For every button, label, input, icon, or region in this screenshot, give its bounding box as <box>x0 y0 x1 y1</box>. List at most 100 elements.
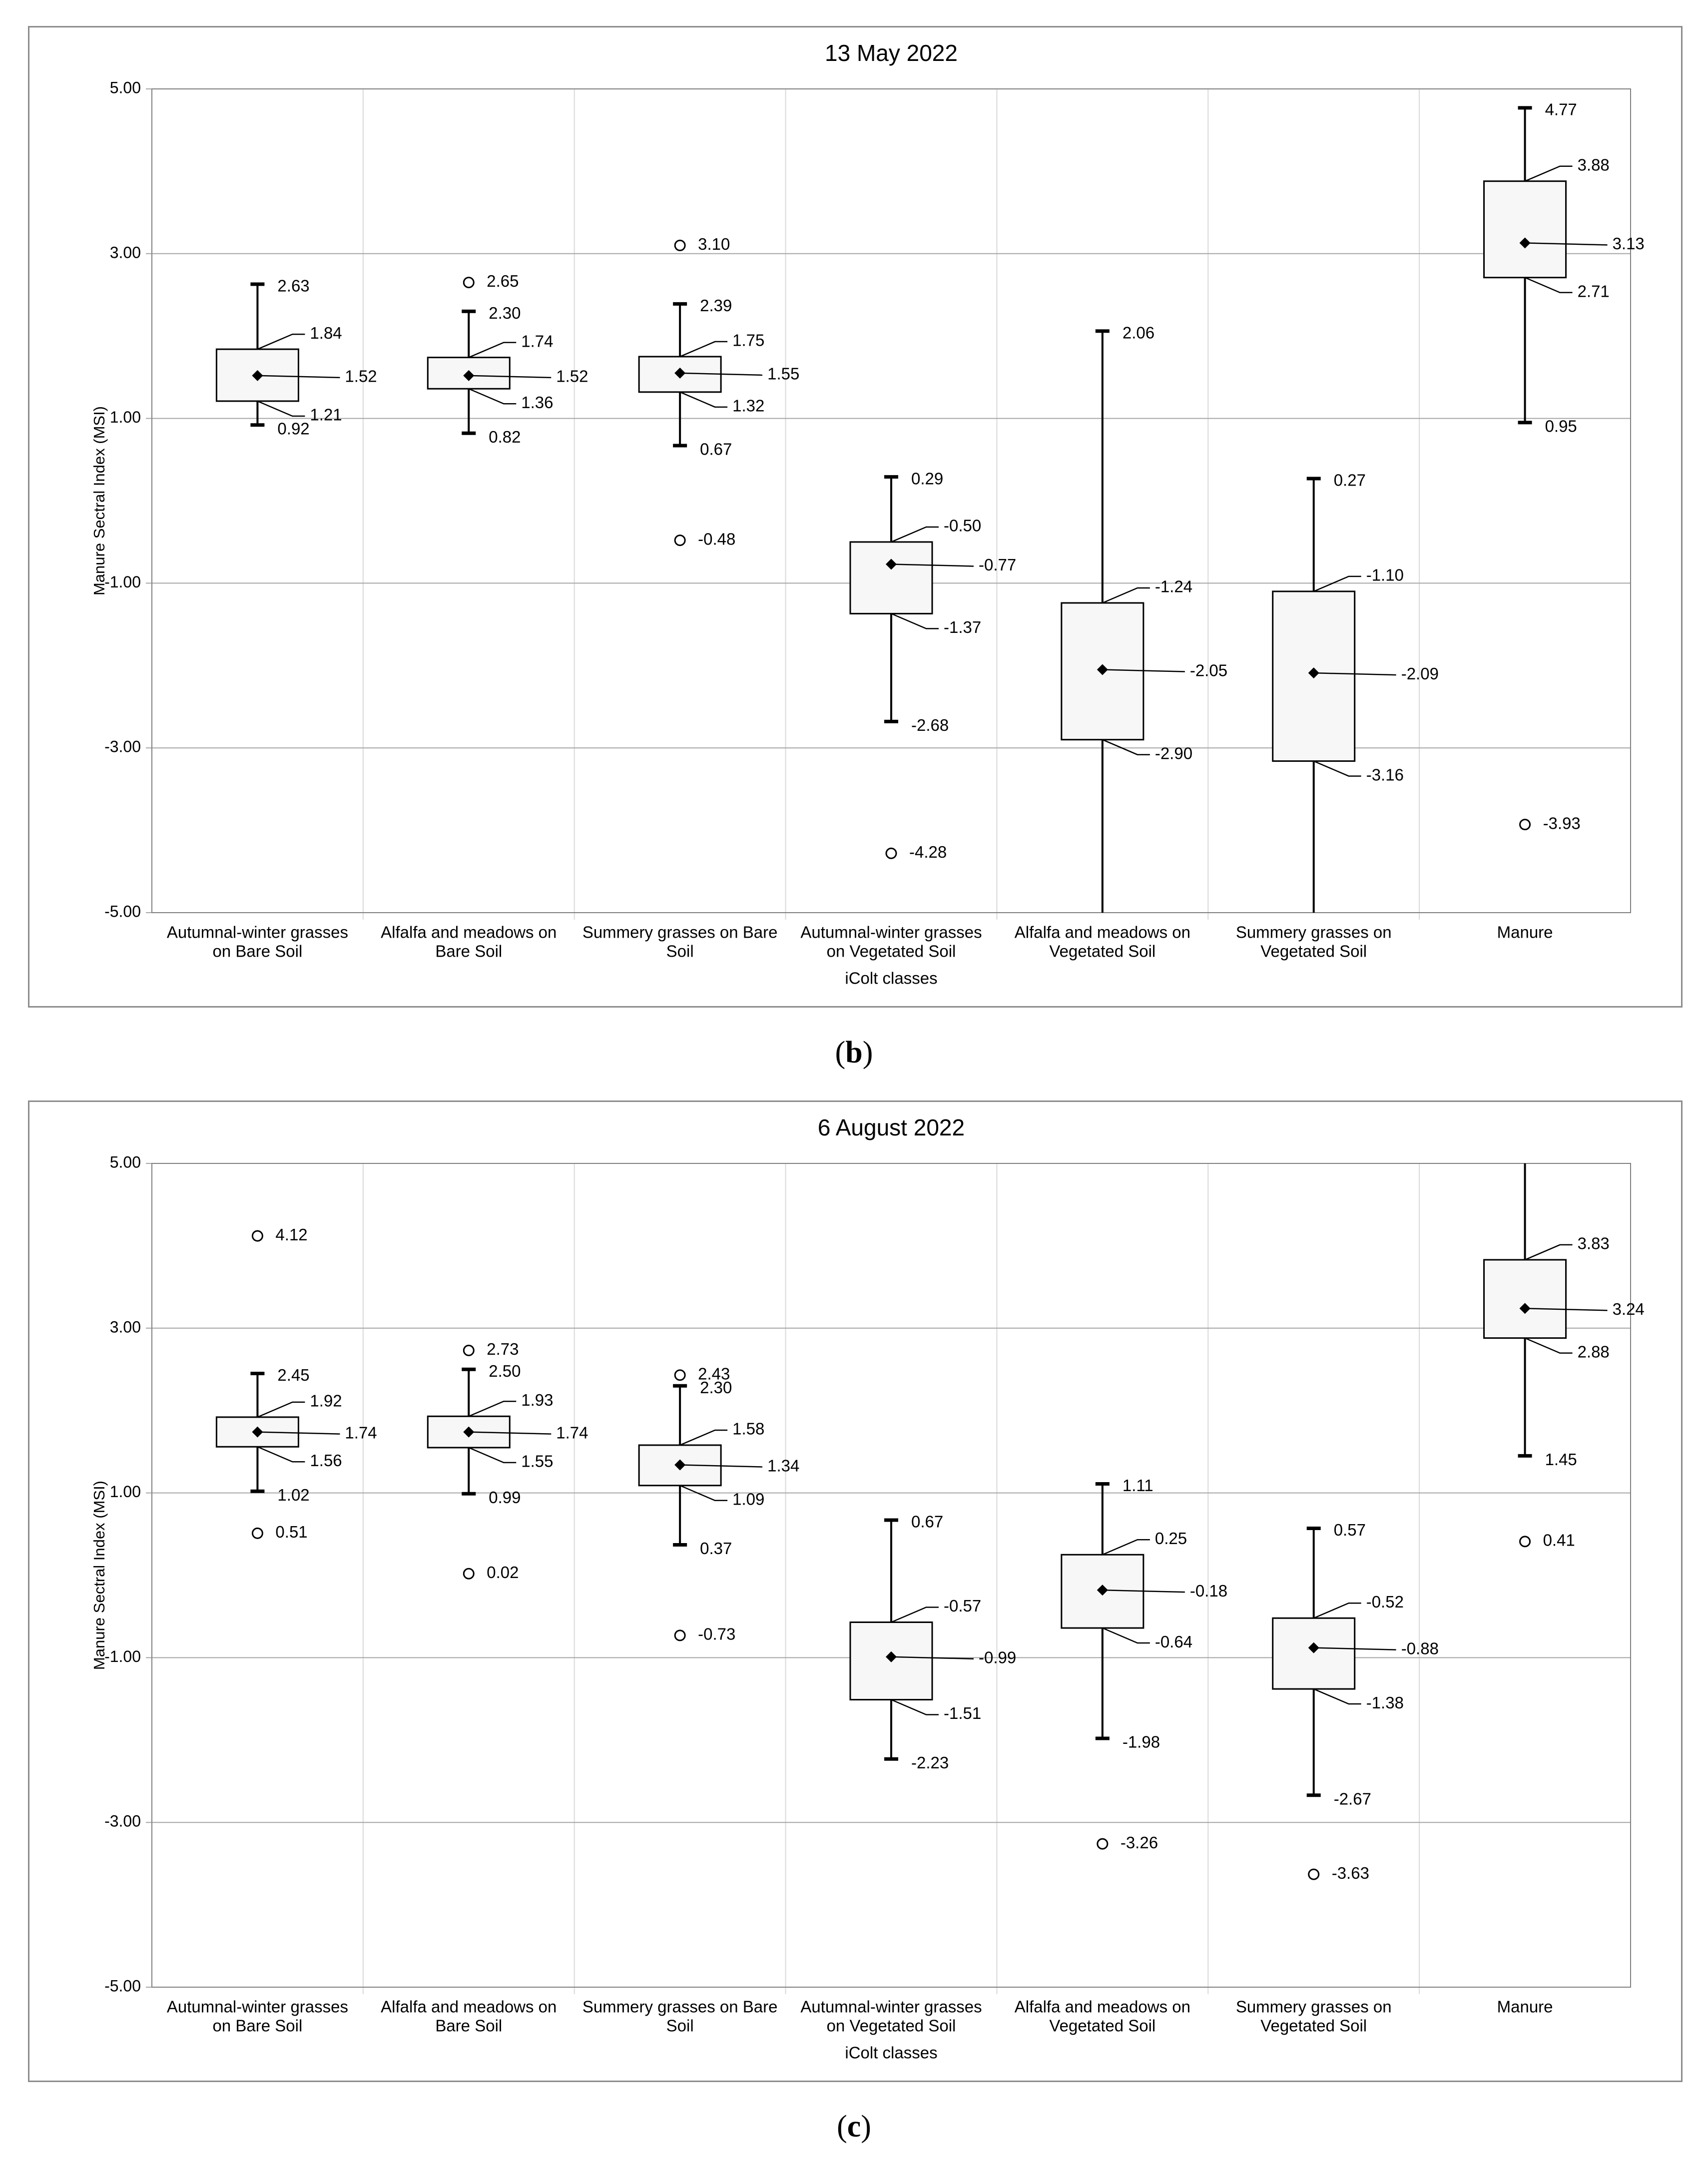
q1-leader <box>891 1699 939 1715</box>
caption-letter: b <box>845 1036 863 1070</box>
outlier-marker <box>463 277 475 289</box>
q3-leader <box>891 1607 939 1623</box>
q3-label: 1.84 <box>310 324 342 342</box>
q1-label: 1.32 <box>732 397 764 415</box>
x-category-label: Summery grasses on Bare <box>582 1998 778 2016</box>
mean-label: -2.09 <box>1401 664 1439 683</box>
x-category-label: Manure <box>1497 923 1553 942</box>
mean-leader <box>1102 1589 1185 1593</box>
chart-title: 6 August 2022 <box>818 1114 965 1140</box>
mean-label: 1.34 <box>767 1456 799 1475</box>
q3-label: -1.24 <box>1155 577 1192 596</box>
whisker-high-label: 2.50 <box>489 1362 521 1380</box>
mean-leader <box>1313 1647 1396 1650</box>
x-category-label: on Vegetated Soil <box>827 2017 956 2035</box>
outlier-label: -0.73 <box>698 1625 735 1643</box>
q1-label: -1.51 <box>944 1704 981 1722</box>
x-category-label: Summery grasses on <box>1236 1998 1392 2016</box>
x-category-label: Vegetated Soil <box>1049 2017 1155 2035</box>
q3-leader <box>1313 575 1361 592</box>
chart-panel-b: 13 May 2022 5.00 3.00 1.00 -1.00 -3.00 -5.00 Ma… <box>28 26 1683 1008</box>
q3-leader <box>468 1400 517 1417</box>
mean-leader <box>469 375 552 379</box>
whisker-high-label: 2.45 <box>277 1366 309 1384</box>
x-category-label: on Bare Soil <box>213 2017 303 2035</box>
x-category-label: Autumnal-winter grasses <box>800 1998 982 2016</box>
x-category-label: Alfalfa and meadows on <box>381 1998 557 2016</box>
mean-label: 1.55 <box>767 365 799 383</box>
mean-leader <box>257 1431 340 1435</box>
mean-label: -0.88 <box>1401 1639 1439 1657</box>
x-category-label: Autumnal-winter grasses <box>167 1998 348 2016</box>
whisker-low-label: -2.68 <box>911 716 949 734</box>
x-axis-label: iColt classes <box>845 2044 937 2062</box>
chart-panel-c: 6 August 2022 5.00 3.00 1.00 -1.00 -3.00 -5.00… <box>28 1100 1683 2082</box>
outlier-marker <box>251 1230 263 1242</box>
x-category-label: Soil <box>666 2017 694 2035</box>
mean-leader <box>680 372 763 376</box>
q1-label: -1.38 <box>1366 1693 1404 1712</box>
q3-label: 1.75 <box>732 331 764 350</box>
mean-leader <box>1102 669 1185 672</box>
q3-label: 1.93 <box>521 1391 553 1409</box>
caption-b: (b) <box>835 1036 873 1070</box>
y-tick-label: -5.00 <box>104 902 141 920</box>
q3-leader <box>1102 1539 1150 1556</box>
iqr-box <box>849 541 933 614</box>
outlier-label: -3.26 <box>1121 1833 1158 1852</box>
x-axis-label: iColt classes <box>845 969 937 988</box>
whisker-low-label: 0.67 <box>700 440 732 459</box>
q3-label: -0.57 <box>944 1597 981 1615</box>
x-category-label: Vegetated Soil <box>1260 2017 1367 2035</box>
mean-leader <box>891 1656 974 1660</box>
whisker-low-label: 1.45 <box>1545 1450 1577 1469</box>
plot-area <box>151 1163 1631 1988</box>
outlier-marker <box>674 239 686 251</box>
outlier-marker <box>674 535 686 546</box>
mean-label: 1.74 <box>345 1423 377 1442</box>
q1-label: -3.16 <box>1366 765 1404 784</box>
outlier-label: 0.02 <box>487 1563 519 1582</box>
y-tick-label: -1.00 <box>104 1647 141 1665</box>
outlier-label: -4.28 <box>909 843 947 861</box>
box-plot-6-august-2022: 6 August 2022 5.00 3.00 1.00 -1.00 -3.00 -5.00… <box>90 1114 1645 2062</box>
outlier-marker <box>463 1568 475 1580</box>
mean-leader <box>680 1464 763 1468</box>
y-tick-label: 3.00 <box>110 1318 141 1336</box>
mean-leader <box>1313 672 1396 676</box>
mean-leader <box>1525 242 1608 246</box>
y-tick-label: 5.00 <box>110 1153 141 1171</box>
outlier-label: 2.73 <box>487 1340 519 1358</box>
x-category-label: Soil <box>666 942 694 961</box>
outlier-marker <box>1519 819 1531 831</box>
outlier-marker <box>674 1369 686 1381</box>
whisker-low-label: 0.92 <box>277 420 309 438</box>
x-category-label: Alfalfa and meadows on <box>1015 923 1190 942</box>
mean-label: 1.52 <box>556 367 588 386</box>
outlier-marker <box>463 1344 475 1356</box>
mean-label: 3.13 <box>1613 234 1645 253</box>
q3-leader <box>1525 165 1573 182</box>
q1-label: -2.90 <box>1155 744 1192 762</box>
q3-label: 3.83 <box>1578 1234 1610 1253</box>
whisker-low-label: 0.82 <box>489 428 521 446</box>
q3-leader <box>679 1429 728 1446</box>
x-category-label: on Vegetated Soil <box>827 942 956 961</box>
x-category-label: on Bare Soil <box>213 942 303 961</box>
box-plot-13-may-2022: 13 May 2022 5.00 3.00 1.00 -1.00 -3.00 -5.00 Ma… <box>90 40 1645 988</box>
q1-label: 1.56 <box>310 1451 342 1470</box>
iqr-box <box>1483 180 1567 279</box>
whisker-high-label: 2.06 <box>1123 324 1154 342</box>
whisker-high-label: 2.39 <box>700 296 732 315</box>
q3-leader <box>679 341 728 358</box>
mean-label: -0.99 <box>979 1648 1016 1666</box>
plot-area <box>151 88 1631 913</box>
q3-leader <box>1525 1244 1573 1261</box>
chart-title: 13 May 2022 <box>825 40 958 66</box>
q3-leader <box>257 1401 305 1418</box>
outlier-marker <box>1519 1536 1531 1548</box>
y-tick-label: 1.00 <box>110 408 141 426</box>
q1-label: -0.64 <box>1155 1632 1192 1651</box>
q1-label: 1.36 <box>521 393 553 412</box>
whisker-high-label: 0.67 <box>911 1513 943 1531</box>
